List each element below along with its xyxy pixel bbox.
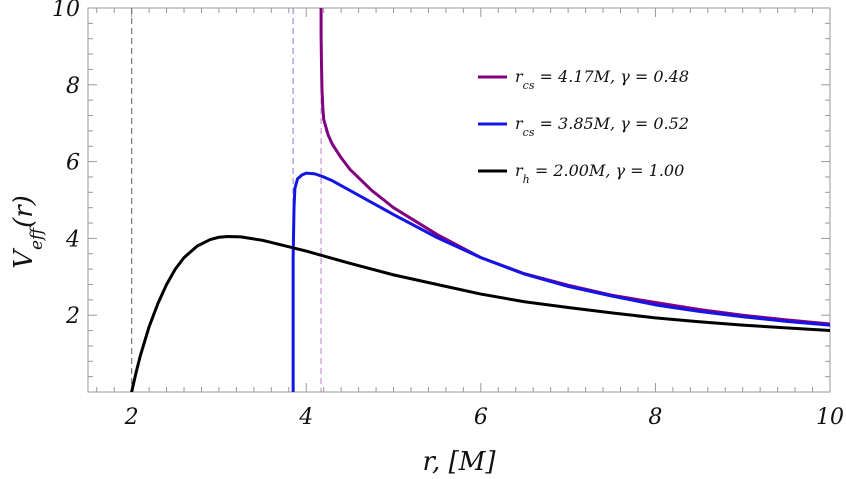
legend: rcs = 4.17M, γ = 0.48 rcs = 3.85M, γ = 0.…: [478, 67, 689, 186]
x-axis-label: r, [M]: [422, 447, 496, 477]
y-tick-label: 4: [65, 227, 80, 252]
plot-frame: [87, 7, 831, 393]
y-tick-label: 10: [52, 0, 80, 22]
legend-entry: rh = 2.00M, γ = 1.00: [515, 161, 684, 186]
y-axis-label: Veff(r): [9, 195, 47, 269]
x-tick-label: 2: [124, 405, 139, 430]
x-tick-label: 4: [298, 405, 313, 430]
series-lines: [130, 8, 830, 392]
series-line: [319, 8, 830, 326]
y-tick-label: 8: [66, 74, 80, 99]
x-tick-label: 6: [474, 405, 488, 430]
x-tick-label: 8: [648, 405, 662, 430]
x-tick-label: 10: [816, 405, 844, 430]
legend-entry: rcs = 4.17M, γ = 0.48: [515, 67, 689, 92]
plot-border: [87, 7, 831, 393]
legend-entry: rcs = 3.85M, γ = 0.52: [515, 114, 689, 139]
y-tick-label: 2: [65, 304, 80, 329]
y-tick-label: 6: [66, 151, 80, 176]
tick-labels: 2 4 6 8 10 2 4 6 8 10: [52, 0, 844, 430]
axis-ticks: [88, 7, 831, 392]
series-line: [291, 171, 830, 392]
series-line: [130, 234, 830, 392]
